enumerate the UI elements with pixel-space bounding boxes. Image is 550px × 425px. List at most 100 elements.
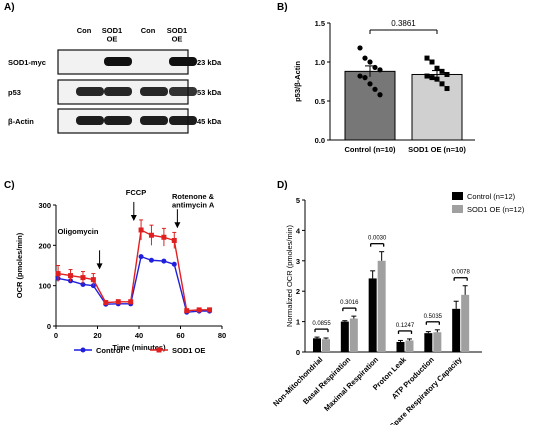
c-data-point xyxy=(138,227,144,233)
b-y-tick-label: 1.5 xyxy=(315,19,325,28)
blot-band xyxy=(169,87,197,96)
c-data-point xyxy=(161,258,167,264)
blot-column-label: SOD1 OE xyxy=(167,26,187,44)
c-y-tick-label: 200 xyxy=(38,241,51,250)
blot-band xyxy=(140,116,168,125)
c-x-tick-label: 60 xyxy=(176,331,184,340)
d-y-tick-label: 4 xyxy=(296,226,301,235)
c-injection-arrowhead xyxy=(96,263,103,270)
d-bar xyxy=(405,340,414,352)
blot-band xyxy=(76,116,104,125)
c-data-point xyxy=(207,307,213,313)
c-series-line xyxy=(57,228,210,312)
blot-row-label: β-Actin xyxy=(8,117,34,126)
d-legend-swatch xyxy=(452,205,463,213)
c-x-axis-label: Time (minutes) xyxy=(112,343,166,352)
blot-column-label: SOD1 OE xyxy=(102,26,122,44)
d-pvalue-label: 0.1247 xyxy=(396,323,415,329)
c-y-axis-label: OCR (pmoles/min) xyxy=(15,232,24,298)
c-data-point xyxy=(90,277,96,283)
d-pvalue-label: 0.3016 xyxy=(340,300,359,306)
b-data-point xyxy=(424,73,430,79)
d-bar xyxy=(396,341,405,352)
d-bar xyxy=(313,338,321,352)
blot-band xyxy=(140,87,168,96)
d-y-tick-label: 3 xyxy=(296,257,300,266)
b-data-point xyxy=(424,55,430,61)
blot-row-label: SOD1-myc xyxy=(8,58,46,67)
b-data-point xyxy=(439,81,445,87)
blot-column-label: Con xyxy=(141,26,156,35)
blot-band xyxy=(104,116,132,125)
c-injection-arrowhead xyxy=(130,214,137,221)
b-data-point xyxy=(367,81,373,87)
blot-band xyxy=(104,57,132,66)
b-data-point xyxy=(439,68,445,74)
panel-label-b: B) xyxy=(277,2,288,13)
d-y-tick-label: 2 xyxy=(296,287,300,296)
d-y-tick-label: 0 xyxy=(296,348,300,357)
blot-row-label: p53 xyxy=(8,88,21,97)
d-pvalue-label: 0.0030 xyxy=(368,236,387,242)
d-y-axis-label: Normalized OCR (pmoles/min) xyxy=(285,224,294,327)
d-bar xyxy=(452,308,461,352)
b-data-point xyxy=(429,75,435,81)
c-data-point xyxy=(115,299,121,305)
c-x-tick-label: 0 xyxy=(54,331,58,340)
c-data-point xyxy=(68,273,74,279)
c-legend-label: Control xyxy=(96,346,123,355)
blot-kda-label: 53 kDa xyxy=(197,88,222,97)
b-data-point xyxy=(367,59,373,65)
c-y-tick-label: 100 xyxy=(38,282,51,291)
c-injection-label: Rotenone & antimycin A xyxy=(172,192,215,210)
b-data-point xyxy=(434,65,440,71)
blot-kda-label: 45 kDa xyxy=(197,117,222,126)
c-data-point xyxy=(161,234,167,240)
blot-strip xyxy=(57,49,189,75)
b-pvalue-label: 0.3861 xyxy=(391,19,416,28)
b-data-point xyxy=(444,86,450,92)
blot-band xyxy=(76,87,104,96)
blot-band xyxy=(169,57,197,66)
b-data-point xyxy=(377,92,383,98)
c-x-tick-label: 40 xyxy=(135,331,143,340)
panel-label-a: A) xyxy=(4,2,15,13)
c-legend-marker xyxy=(80,347,86,353)
c-legend-label: SOD1 OE xyxy=(172,346,205,355)
c-data-point xyxy=(128,299,134,305)
b-data-point xyxy=(357,45,363,51)
d-bar xyxy=(461,294,470,352)
b-data-point xyxy=(444,71,450,77)
c-data-point xyxy=(138,254,144,260)
d-pvalue-label: 0.0078 xyxy=(451,270,470,276)
c-data-point xyxy=(171,261,177,267)
b-data-point xyxy=(434,76,440,82)
b-data-point xyxy=(372,64,378,71)
d-bar xyxy=(377,260,386,352)
d-bar xyxy=(368,278,377,352)
b-data-point xyxy=(377,67,383,73)
b-y-tick-label: 0.0 xyxy=(315,136,325,145)
d-bar xyxy=(349,318,358,352)
d-bar xyxy=(424,333,433,352)
c-data-point xyxy=(80,275,86,281)
d-y-tick-label: 1 xyxy=(296,318,300,327)
d-x-tick-label: Non-Mitochondrial xyxy=(271,355,324,408)
c-data-point xyxy=(80,281,86,287)
c-data-point xyxy=(171,237,177,243)
c-data-point xyxy=(148,232,154,238)
c-injection-arrowhead xyxy=(174,222,181,229)
d-bar xyxy=(322,339,330,352)
d-legend-label: Control (n=12) xyxy=(467,192,516,201)
c-data-point xyxy=(196,307,202,313)
b-data-point xyxy=(372,86,378,92)
c-legend-marker xyxy=(156,347,162,353)
blot-column-label: Con xyxy=(77,26,92,35)
d-legend-label: SOD1 OE (n=12) xyxy=(467,205,525,214)
c-data-point xyxy=(103,300,109,306)
c-data-point xyxy=(55,271,61,277)
b-y-tick-label: 0.5 xyxy=(315,97,325,106)
b-data-point xyxy=(357,73,363,79)
c-x-tick-label: 20 xyxy=(93,331,101,340)
b-x-tick-label: Control (n=10) xyxy=(344,145,396,154)
